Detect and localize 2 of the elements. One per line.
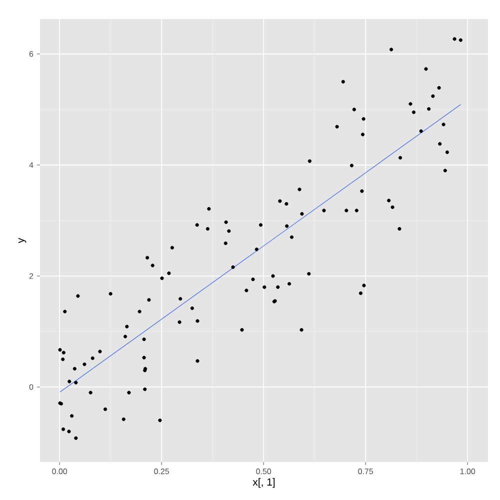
x-axis-title: x[, 1]: [252, 478, 275, 488]
y-axis-title: y: [18, 238, 26, 244]
